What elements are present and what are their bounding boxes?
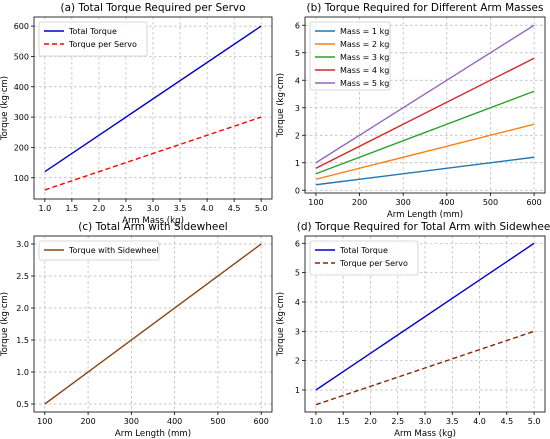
legend-label: Mass = 3 kg (340, 53, 389, 62)
chart-title: (b) Torque Required for Different Arm Ma… (307, 2, 544, 14)
y-tick-label: 4 (295, 76, 300, 85)
y-tick-label: 6 (295, 21, 300, 30)
axes-frame (33, 235, 273, 413)
series-line-2 (44, 116, 262, 191)
legend-box (38, 21, 148, 57)
series-line-1 (44, 243, 262, 405)
y-tick-label: 500 (14, 52, 29, 61)
x-tick-label: 100 (308, 198, 323, 207)
x-tick-label: 2.0 (364, 417, 377, 426)
x-tick-label: 100 (37, 417, 52, 426)
y-tick-label: 400 (14, 83, 29, 92)
legend-label: Mass = 1 kg (340, 27, 389, 36)
chart-panel-3: 100 200 300 400 500 600 0.5 1.0 1.5 2.0 2.5 3.0 (c) … (0, 221, 273, 439)
series-line-4 (315, 57, 535, 169)
x-tick-label: 5.0 (255, 204, 268, 213)
x-tick-label: 5.0 (528, 417, 541, 426)
legend-box (309, 21, 391, 91)
x-tick-label: 1.0 (310, 417, 323, 426)
y-tick-label: 3.0 (16, 240, 29, 249)
x-tick-label: 3.5 (446, 417, 459, 426)
x-axis-label: Arm Length (mm) (387, 210, 463, 220)
chart-title: (c) Total Arm with Sidewheel (78, 221, 227, 233)
chart-title: (a) Total Torque Required per Servo (60, 2, 245, 14)
y-tick-label: 2 (295, 131, 300, 140)
y-tick-label: 2 (295, 357, 300, 366)
x-tick-label: 2.5 (391, 417, 404, 426)
y-tick-label: 1 (295, 159, 300, 168)
y-tick-label: 5 (295, 49, 300, 58)
legend-label: Torque per Servo (339, 259, 408, 268)
y-axis-label: Torque (kg·cm) (276, 292, 286, 357)
y-tick-label: 0.5 (16, 400, 29, 409)
y-tick-label: 2.5 (16, 272, 29, 281)
series-line-2 (315, 123, 535, 180)
x-tick-label: 3.0 (419, 417, 432, 426)
series-line-1 (315, 156, 535, 186)
x-axis-label: Arm Mass (kg) (122, 216, 184, 226)
series-line-3 (315, 90, 535, 175)
y-tick-label: 300 (14, 113, 29, 122)
x-tick-label: 3.0 (147, 204, 160, 213)
x-tick-label: 200 (352, 198, 367, 207)
x-tick-label: 1.5 (337, 417, 350, 426)
y-tick-label: 0 (295, 186, 300, 195)
y-tick-label: 1.0 (16, 368, 29, 377)
x-axis-label: Arm Length (mm) (115, 429, 191, 439)
x-tick-label: 2.0 (93, 204, 106, 213)
series-line-5 (315, 24, 535, 164)
y-axis-label: Torque (kg·cm) (276, 73, 286, 138)
x-tick-label: 600 (526, 198, 541, 207)
legend-label: Total Torque (68, 27, 117, 36)
y-tick-label: 5 (295, 269, 300, 278)
x-tick-label: 4.5 (228, 204, 241, 213)
y-tick-label: 1 (295, 386, 300, 395)
legend-box (38, 240, 160, 261)
x-tick-label: 500 (210, 417, 225, 426)
y-tick-label: 3 (295, 104, 300, 113)
x-tick-label: 400 (439, 198, 454, 207)
y-tick-label: 6 (295, 239, 300, 248)
x-tick-label: 600 (254, 417, 269, 426)
chart-title: (d) Torque Required for Total Arm with S… (297, 221, 550, 233)
y-tick-label: 600 (14, 22, 29, 31)
chart-panel-2: 100 200 300 400 500 600 0 1 2 3 4 5 6 (b) Torque Requ… (276, 2, 546, 220)
x-tick-label: 4.5 (500, 417, 513, 426)
legend-box (309, 240, 419, 276)
series-line-1 (44, 25, 262, 173)
x-tick-label: 200 (80, 417, 95, 426)
x-tick-label: 1.5 (65, 204, 78, 213)
y-tick-label: 200 (14, 143, 29, 152)
y-axis-label: Torque (kg·cm) (0, 76, 10, 141)
y-tick-label: 2.0 (16, 304, 29, 313)
legend-label: Mass = 4 kg (340, 66, 389, 75)
legend-label: Torque with Sidewheel (68, 246, 159, 255)
chart-panel-4: 1.0 1.5 2.0 2.5 3.0 3.5 4.0 4.5 5.0 1 2 3 4 5 6 (d) Tor… (276, 221, 550, 439)
series-line-2 (315, 330, 535, 406)
x-axis-label: Arm Mass (kg) (394, 429, 456, 439)
y-tick-label: 1.5 (16, 336, 29, 345)
x-tick-label: 300 (124, 417, 139, 426)
legend-label: Torque per Servo (68, 40, 137, 49)
x-tick-label: 4.0 (473, 417, 486, 426)
x-tick-label: 2.5 (120, 204, 133, 213)
y-tick-label: 4 (295, 298, 300, 307)
y-axis-label: Torque (kg·cm) (0, 292, 10, 357)
x-tick-label: 1.0 (38, 204, 51, 213)
x-tick-label: 300 (396, 198, 411, 207)
y-tick-label: 3 (295, 327, 300, 336)
legend-label: Mass = 2 kg (340, 40, 389, 49)
x-tick-label: 3.5 (174, 204, 187, 213)
legend-label: Mass = 5 kg (340, 79, 389, 88)
x-tick-label: 400 (167, 417, 182, 426)
chart-panel-1: 1.0 1.5 2.0 2.5 3.0 3.5 4.0 4.5 5.0 100 200 300 400 5… (0, 2, 273, 226)
legend-label: Total Torque (339, 246, 388, 255)
x-tick-label: 4.0 (201, 204, 214, 213)
series-line-1 (315, 242, 535, 391)
x-tick-label: 500 (483, 198, 498, 207)
axes-frame (304, 16, 546, 194)
y-tick-label: 100 (14, 174, 29, 183)
